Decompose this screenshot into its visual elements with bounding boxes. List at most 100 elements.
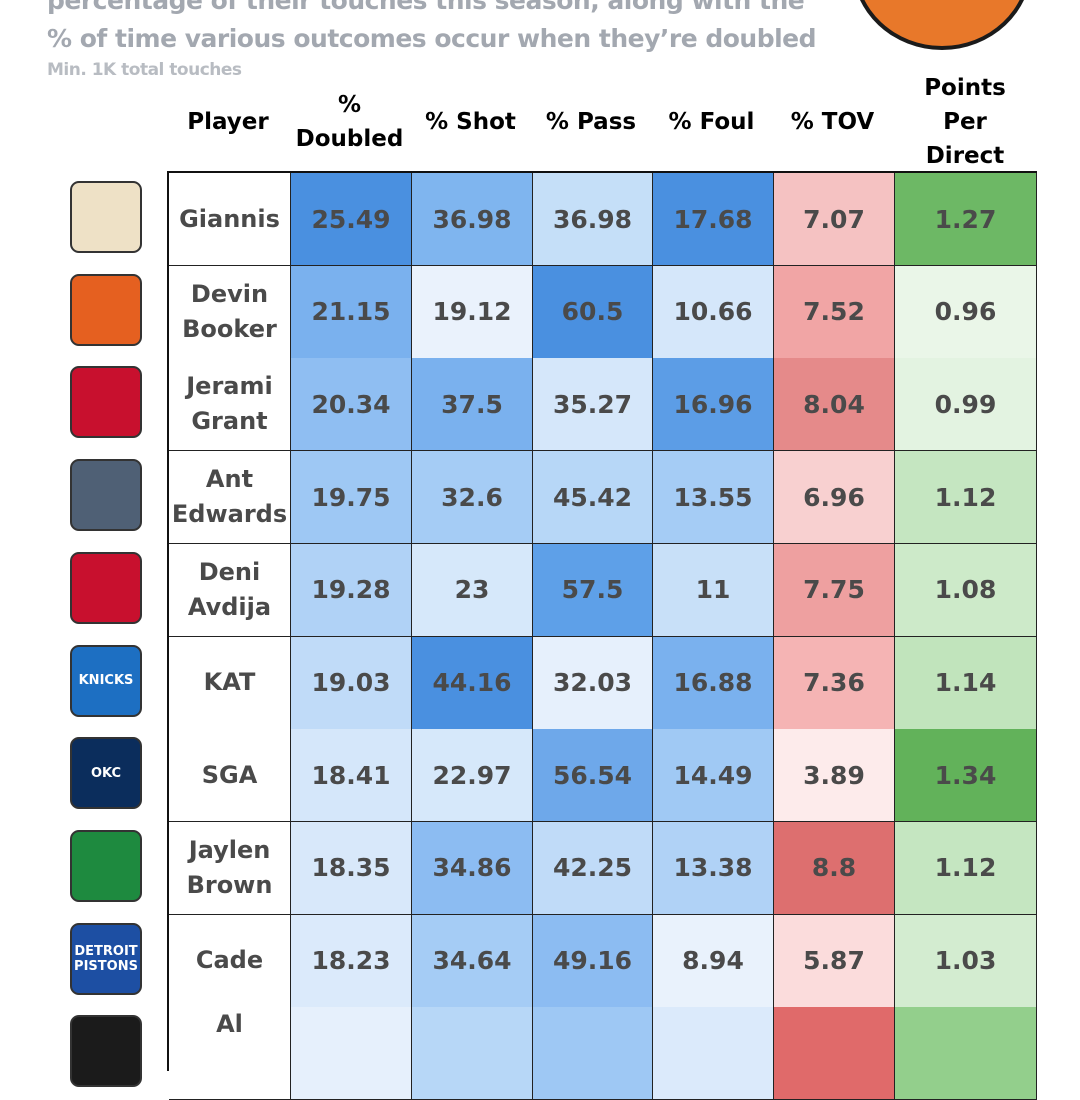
value-cell: 60.5 [533,265,653,359]
value-cell: 42.25 [533,821,653,915]
value-cell: 19.28 [291,543,412,637]
value-cell: 18.41 [291,729,412,823]
value-cell: 1.27 [895,173,1037,266]
value-cell: 1.08 [895,543,1037,637]
player-name: Giannis [169,173,291,266]
value-cell: 7.36 [774,636,895,730]
value-cell [291,1007,412,1100]
value-cell: 36.98 [412,173,533,266]
header-player: Player [187,109,269,135]
value-cell: 16.88 [653,636,774,730]
knicks-logo-icon: KNICKS [70,644,142,717]
value-cell: 8.8 [774,821,895,915]
player-name: KAT [169,636,291,730]
header-doubled: % Doubled [295,92,404,152]
value-cell: 1.34 [895,729,1037,823]
value-cell: 18.23 [291,914,412,1008]
value-cell: 22.97 [412,729,533,823]
value-cell: 34.64 [412,914,533,1008]
value-cell: 16.96 [653,358,774,452]
player-name: Cade [169,914,291,1008]
value-cell: 7.75 [774,543,895,637]
value-cell [895,1007,1037,1100]
value-cell: 34.86 [412,821,533,915]
table-row: Jaylen Brown 18.35 34.86 42.25 13.38 8.8 1.12 [169,821,1037,915]
value-cell: 17.68 [653,173,774,266]
value-cell: 7.07 [774,173,895,266]
value-cell: 32.6 [412,451,533,545]
note: Min. 1K total touches [47,60,242,80]
value-cell [412,1007,533,1100]
value-cell: 10.66 [653,265,774,359]
value-cell: 20.34 [291,358,412,452]
value-cell: 45.42 [533,451,653,545]
value-cell: 19.12 [412,265,533,359]
value-cell: 23 [412,543,533,637]
value-cell: 18.35 [291,821,412,915]
player-name: Jaylen Brown [169,821,291,915]
value-cell [774,1007,895,1100]
table-row: Jerami Grant 20.34 37.5 35.27 16.96 8.04 0.99 [169,358,1037,452]
value-cell: 13.38 [653,821,774,915]
value-cell: 8.04 [774,358,895,452]
table-row: Deni Avdija 19.28 23 57.5 11 7.75 1.08 [169,543,1037,637]
celtics-logo-icon [70,829,142,902]
value-cell: 3.89 [774,729,895,823]
table-row: Al [169,1007,1037,1100]
table-row: Ant Edwards 19.75 32.6 45.42 13.55 6.96 1.12 [169,451,1037,545]
basketball-logo [852,0,1032,50]
player-name: Al [169,1007,291,1100]
value-cell: 0.96 [895,265,1037,359]
value-cell [533,1007,653,1100]
player-name: Deni Avdija [169,543,291,637]
value-cell: 57.5 [533,543,653,637]
value-cell: 1.14 [895,636,1037,730]
value-cell: 36.98 [533,173,653,266]
suns-logo-icon [70,273,142,346]
value-cell: 25.49 [291,173,412,266]
value-cell: 56.54 [533,729,653,823]
player-name: Jerami Grant [169,358,291,452]
value-cell: 1.12 [895,821,1037,915]
value-cell: 7.52 [774,265,895,359]
subtitle-line-1: percentage of their touches this season,… [47,0,805,15]
table-row: Cade 18.23 34.64 49.16 8.94 5.87 1.03 [169,914,1037,1008]
header-points-per-direct: Points Per Direct [924,75,1006,169]
value-cell: 6.96 [774,451,895,545]
value-cell: 0.99 [895,358,1037,452]
thunder-logo-icon: OKC [70,737,142,810]
value-cell: 44.16 [412,636,533,730]
value-cell: 19.03 [291,636,412,730]
value-cell: 1.12 [895,451,1037,545]
pistons-logo-icon: DETROIT PISTONS [70,922,142,995]
value-cell [653,1007,774,1100]
timberwolves-logo-icon [70,459,142,532]
value-cell: 11 [653,543,774,637]
rockets-logo-icon [70,1015,142,1088]
value-cell: 35.27 [533,358,653,452]
value-cell: 21.15 [291,265,412,359]
header-foul: % Foul [668,109,755,135]
value-cell: 19.75 [291,451,412,545]
table-row: KAT 19.03 44.16 32.03 16.88 7.36 1.14 [169,636,1037,730]
header-shot: % Shot [425,109,516,135]
player-name: SGA [169,729,291,823]
value-cell: 13.55 [653,451,774,545]
header-tov: % TOV [790,109,875,135]
table-row: Giannis 25.49 36.98 36.98 17.68 7.07 1.27 [169,173,1037,266]
player-name: Ant Edwards [169,451,291,545]
table-row: SGA 18.41 22.97 56.54 14.49 3.89 1.34 [169,729,1037,823]
trail-blazers-logo-icon [70,551,142,624]
bucks-logo-icon [70,181,142,253]
player-name: Devin Booker [169,265,291,359]
value-cell: 1.03 [895,914,1037,1008]
table-row: Devin Booker 21.15 19.12 60.5 10.66 7.52 0.96 [169,265,1037,359]
stats-table: Giannis 25.49 36.98 36.98 17.68 7.07 1.27 Devin… [167,171,1037,1100]
value-cell: 5.87 [774,914,895,1008]
value-cell: 32.03 [533,636,653,730]
header-pass: % Pass [545,109,637,135]
value-cell: 37.5 [412,358,533,452]
value-cell: 49.16 [533,914,653,1008]
value-cell: 14.49 [653,729,774,823]
trail-blazers-logo-icon [70,366,142,439]
